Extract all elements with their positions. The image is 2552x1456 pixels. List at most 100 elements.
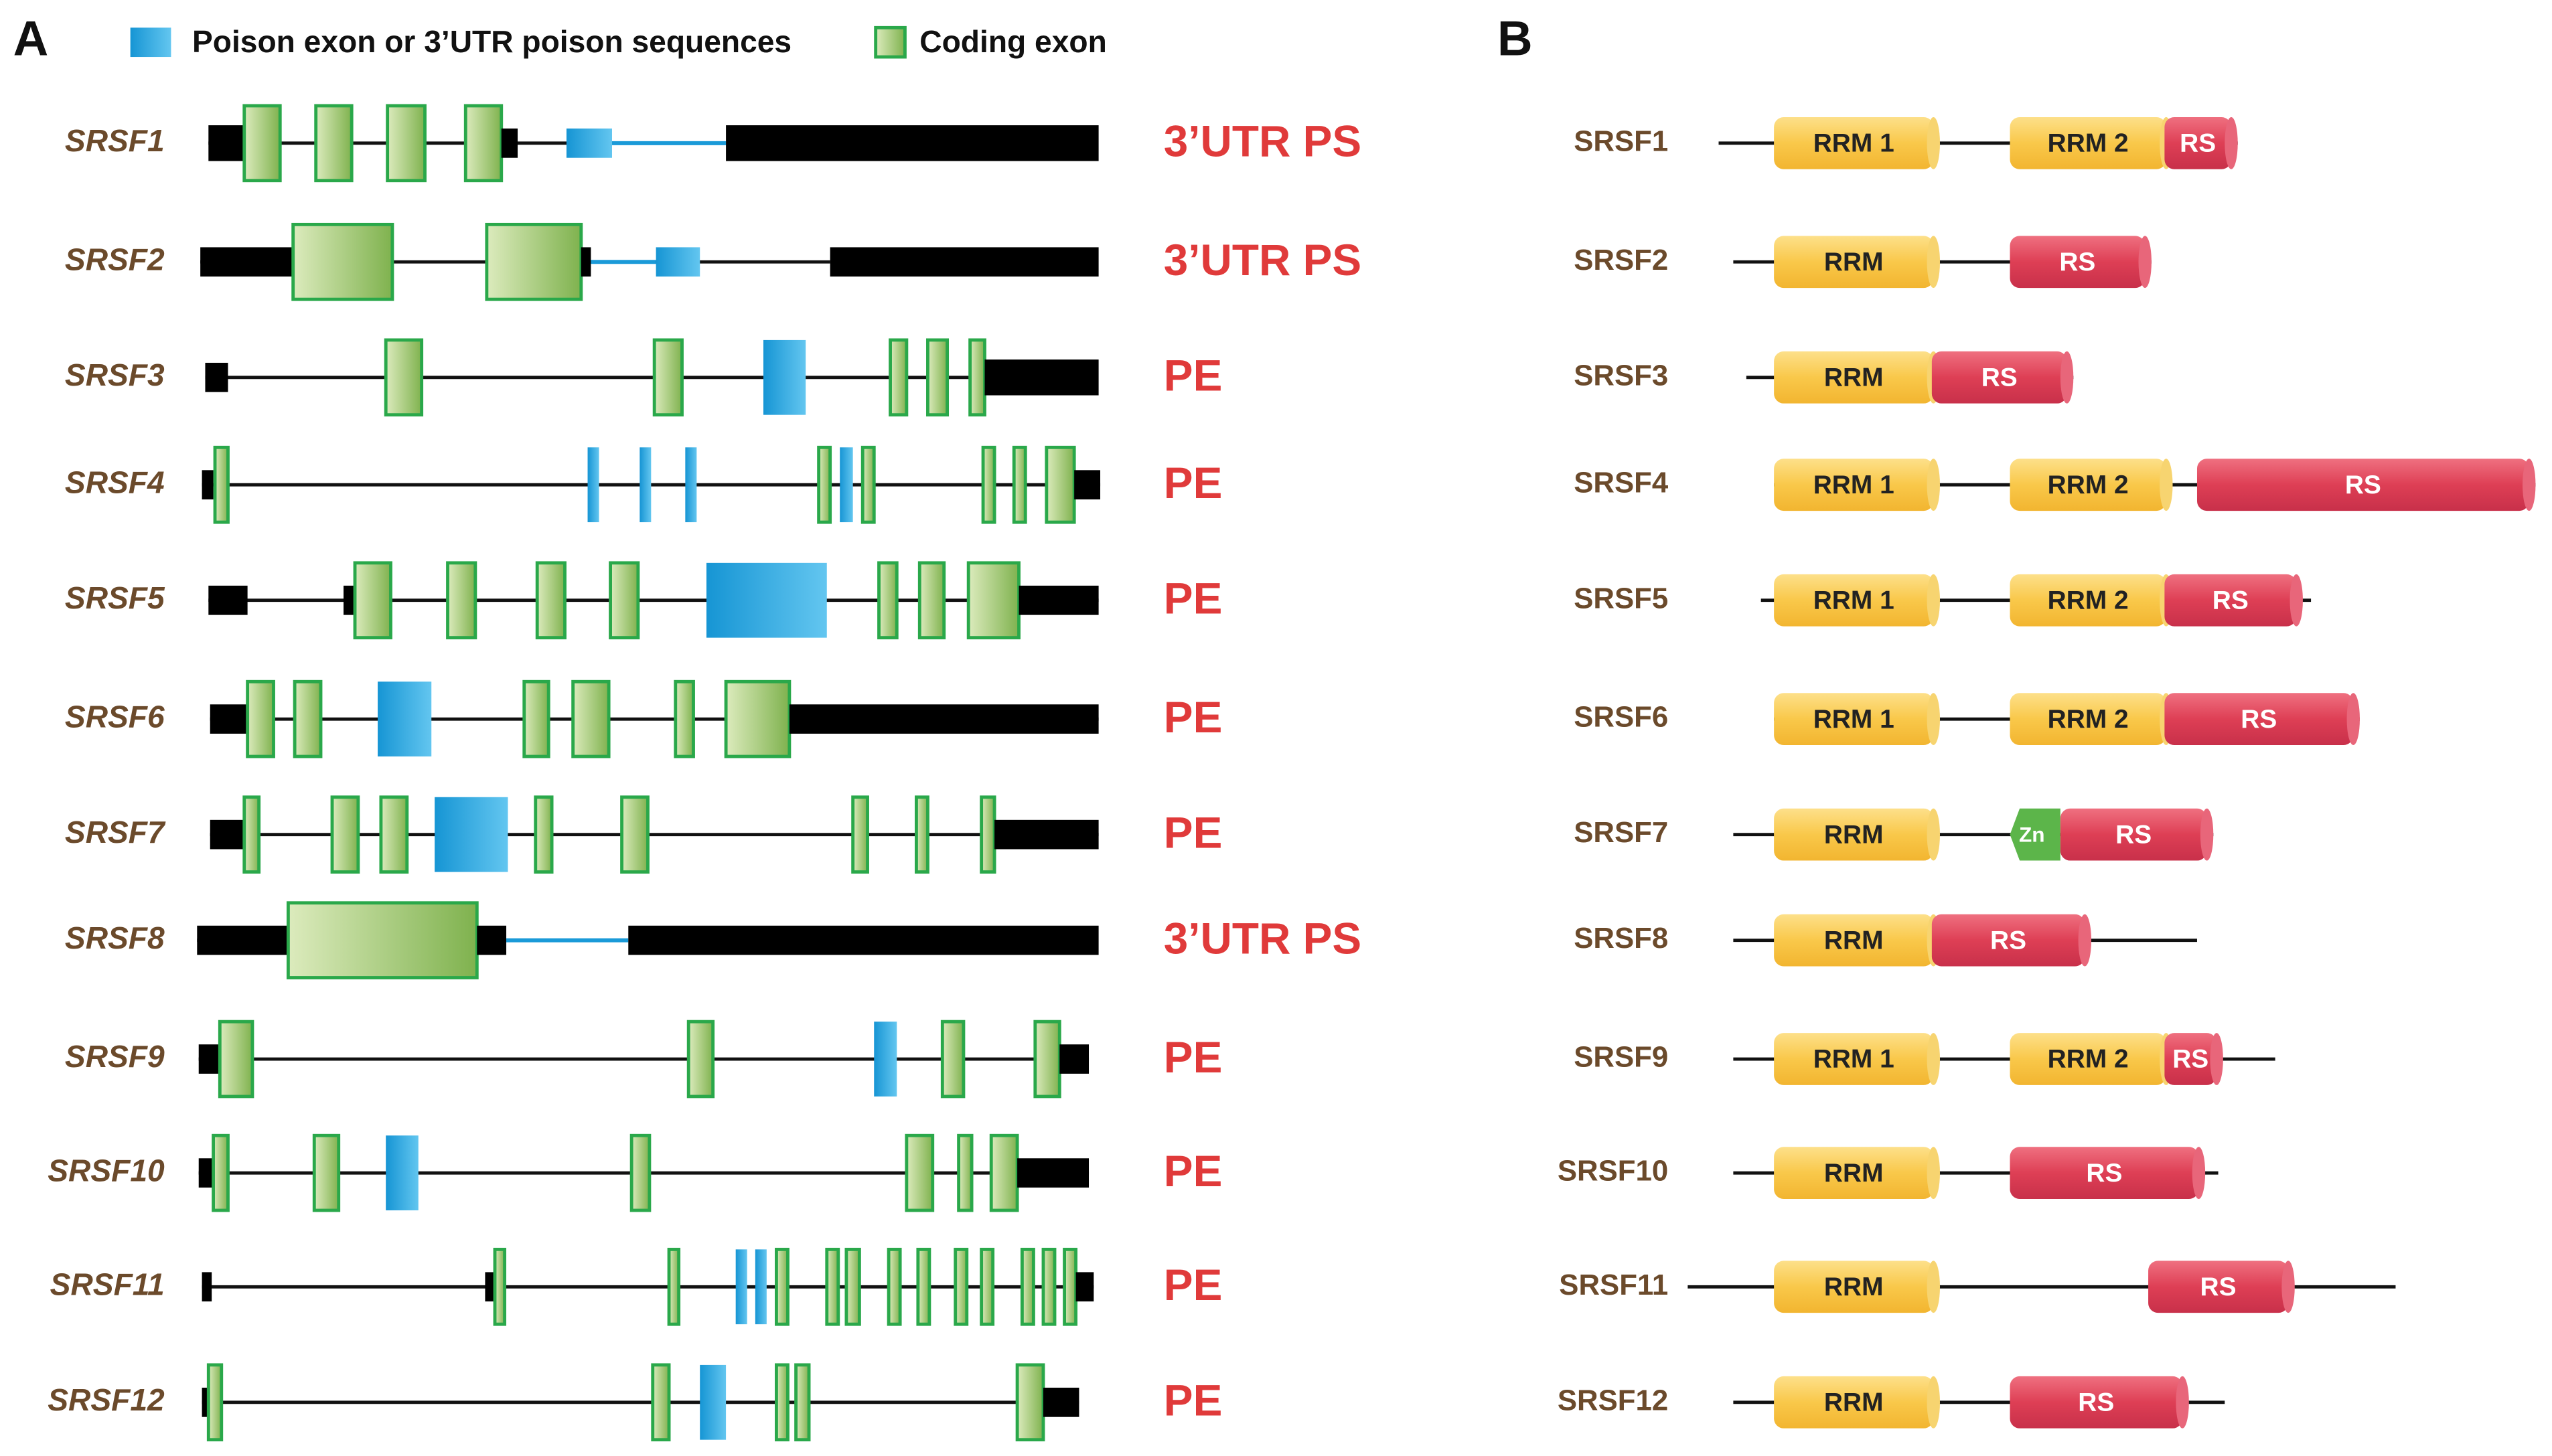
coding-exon: [535, 561, 567, 640]
coding-exon: [330, 795, 360, 874]
coding-exon: [954, 1247, 969, 1326]
coding-exon: [242, 104, 282, 183]
coding-exon: [652, 338, 684, 417]
coding-exon: [674, 679, 695, 758]
coding-exon: [314, 104, 354, 183]
domain: [2060, 808, 2207, 861]
coding-exon: [794, 1363, 811, 1442]
gene-name: SRSF9: [65, 1039, 165, 1074]
coding-exon: [571, 679, 611, 758]
domain-end: [2060, 351, 2074, 404]
domain-label: RRM 2: [2048, 1045, 2129, 1074]
gene-name: SRSF4: [65, 465, 165, 499]
event-label: 3’UTR PS: [1164, 236, 1361, 285]
domain-label: RRM 1: [1813, 1045, 1894, 1074]
gene-name: SRSF7: [65, 815, 166, 850]
coding-exon: [980, 795, 996, 874]
utr: [198, 1044, 220, 1074]
panel-label: A: [13, 11, 49, 66]
utr: [198, 1158, 214, 1188]
domain: [1931, 351, 2067, 404]
legend-swatch: [130, 27, 171, 58]
domain-end: [2290, 574, 2303, 627]
coding-exon: [620, 795, 650, 874]
domain-end: [2210, 1033, 2223, 1085]
protein-name: SRSF2: [1574, 244, 1668, 276]
domain-label: RRM 1: [1813, 586, 1894, 615]
domain: [1774, 236, 1934, 289]
poison-exon: [755, 1249, 767, 1325]
coding-exon: [980, 1247, 995, 1326]
gene-name: SRSF5: [65, 580, 165, 615]
coding-exon: [213, 445, 230, 524]
domain-end: [1927, 459, 1941, 511]
coding-exon: [775, 1247, 790, 1326]
poison-exon: [735, 1249, 747, 1325]
gene-name: SRSF12: [48, 1382, 165, 1417]
coding-exon: [485, 222, 583, 301]
coding-exon: [724, 679, 792, 758]
utr: [202, 1272, 212, 1302]
domain: [2164, 693, 2354, 746]
domain-label: RS: [2078, 1388, 2114, 1417]
domain: [1931, 914, 2085, 967]
event-label: 3’UTR PS: [1164, 117, 1361, 166]
gene-name: SRSF1: [65, 123, 165, 158]
coding-exon: [917, 561, 946, 640]
domain-label: RS: [2172, 1045, 2208, 1074]
coding-exon: [989, 1133, 1019, 1212]
domain: [2010, 116, 2166, 169]
gene-name: SRSF10: [48, 1153, 165, 1188]
coding-exon: [957, 1133, 974, 1212]
legend-label: Poison exon or 3’UTR poison sequences: [192, 24, 792, 59]
protein-domains: SRSF1 RRM 1 RRM 2 RS SRSF2 RRM RS SRSF3 RRM RS SRS…: [1558, 116, 2536, 1429]
domain: [2010, 574, 2166, 627]
domain-label: RRM: [1824, 926, 1884, 955]
utr: [205, 362, 228, 392]
domain-label: RRM 2: [2048, 129, 2129, 158]
domain-end: [2346, 693, 2360, 746]
utr: [501, 128, 518, 158]
domain-end: [2281, 1261, 2295, 1313]
poison-exon: [566, 128, 612, 158]
domain-end: [1927, 574, 1941, 627]
domain-end: [2138, 236, 2152, 289]
domain-end: [2200, 808, 2214, 861]
coding-exon: [312, 1133, 341, 1212]
gene-name: SRSF8: [65, 920, 165, 955]
event-label: PE: [1164, 693, 1223, 742]
utr: [1017, 1158, 1090, 1188]
domain: [2010, 693, 2166, 746]
domain-label: RRM: [1824, 1388, 1884, 1417]
coding-exon: [1063, 1247, 1078, 1326]
protein-name: SRSF5: [1574, 582, 1668, 615]
coding-exon: [968, 338, 986, 417]
protein-name: SRSF10: [1558, 1155, 1668, 1188]
domain: [2164, 116, 2232, 169]
domain: [1774, 1033, 1934, 1085]
domain-end: [2078, 914, 2092, 967]
domain-end: [2176, 1376, 2189, 1429]
poison-exon: [386, 1135, 419, 1211]
domain: [2010, 459, 2166, 511]
gene-name: SRSF11: [50, 1267, 165, 1301]
protein-name: SRSF4: [1574, 467, 1669, 499]
coding-exon: [860, 445, 876, 524]
domain-label: RRM: [1824, 820, 1884, 849]
coding-exon: [916, 1247, 931, 1326]
domain-label: RS: [2345, 471, 2381, 499]
coding-exon: [386, 104, 427, 183]
coding-exon: [981, 445, 996, 524]
utr: [1059, 1044, 1090, 1074]
coding-exon: [246, 679, 275, 758]
event-label: PE: [1164, 459, 1223, 507]
utr: [344, 585, 356, 615]
coding-exon: [667, 1247, 681, 1326]
domain-label: RRM: [1824, 248, 1884, 276]
domain-end: [1927, 1147, 1941, 1200]
coding-exon: [1041, 1247, 1057, 1326]
domain-label: RS: [2059, 248, 2095, 276]
domain-label: RRM: [1824, 1159, 1884, 1188]
domain: [2164, 1033, 2217, 1085]
coding-exon: [844, 1247, 861, 1326]
